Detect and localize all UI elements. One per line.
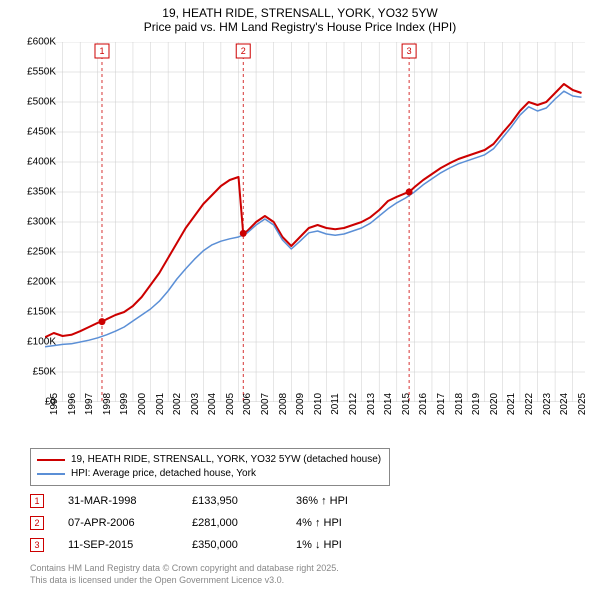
legend-swatch [37, 459, 65, 461]
x-tick-label: 2021 [506, 393, 517, 415]
x-tick-label: 2020 [489, 393, 500, 415]
title-area: 19, HEATH RIDE, STRENSALL, YORK, YO32 5Y… [0, 0, 600, 34]
y-tick-label: £100K [16, 337, 56, 348]
x-tick-label: 2002 [172, 393, 183, 415]
svg-text:1: 1 [99, 46, 104, 56]
legend: 19, HEATH RIDE, STRENSALL, YORK, YO32 5Y… [30, 448, 390, 486]
x-tick-label: 2004 [207, 393, 218, 415]
svg-text:2: 2 [241, 46, 246, 56]
event-price: £133,950 [192, 495, 272, 507]
x-tick-label: 2010 [313, 393, 324, 415]
x-tick-label: 1996 [67, 393, 78, 415]
chart-subtitle: Price paid vs. HM Land Registry's House … [0, 20, 600, 34]
legend-item: HPI: Average price, detached house, York [37, 467, 383, 481]
legend-item: 19, HEATH RIDE, STRENSALL, YORK, YO32 5Y… [37, 453, 383, 467]
y-tick-label: £450K [16, 127, 56, 138]
svg-text:3: 3 [407, 46, 412, 56]
x-tick-label: 2009 [295, 393, 306, 415]
event-delta: 1% ↓ HPI [296, 539, 386, 551]
y-tick-label: £150K [16, 307, 56, 318]
x-tick-label: 2014 [383, 393, 394, 415]
x-tick-label: 2005 [225, 393, 236, 415]
event-marker: 3 [30, 538, 44, 552]
x-tick-label: 1999 [119, 393, 130, 415]
event-row: 3 11-SEP-2015 £350,000 1% ↓ HPI [30, 534, 386, 556]
legend-label: 19, HEATH RIDE, STRENSALL, YORK, YO32 5Y… [71, 453, 381, 467]
x-tick-label: 2015 [401, 393, 412, 415]
y-tick-label: £350K [16, 187, 56, 198]
x-tick-label: 2003 [190, 393, 201, 415]
event-marker: 2 [30, 516, 44, 530]
x-tick-label: 1998 [102, 393, 113, 415]
x-tick-label: 1997 [84, 393, 95, 415]
y-tick-label: £300K [16, 217, 56, 228]
x-tick-label: 2022 [524, 393, 535, 415]
x-tick-label: 2019 [471, 393, 482, 415]
event-delta: 4% ↑ HPI [296, 517, 386, 529]
y-tick-label: £50K [16, 367, 56, 378]
y-tick-label: £250K [16, 247, 56, 258]
y-tick-label: £600K [16, 37, 56, 48]
x-tick-label: 2001 [155, 393, 166, 415]
x-tick-label: 2025 [577, 393, 588, 415]
event-row: 1 31-MAR-1998 £133,950 36% ↑ HPI [30, 490, 386, 512]
footer-attribution: Contains HM Land Registry data © Crown c… [30, 562, 339, 586]
x-tick-label: 2007 [260, 393, 271, 415]
x-tick-label: 1995 [49, 393, 60, 415]
x-tick-label: 2012 [348, 393, 359, 415]
legend-swatch [37, 473, 65, 475]
x-tick-label: 2017 [436, 393, 447, 415]
events-table: 1 31-MAR-1998 £133,950 36% ↑ HPI 2 07-APR-200… [30, 490, 386, 556]
x-tick-label: 2024 [559, 393, 570, 415]
footer-line1: Contains HM Land Registry data © Crown c… [30, 562, 339, 574]
y-tick-label: £200K [16, 277, 56, 288]
event-marker: 1 [30, 494, 44, 508]
footer-line2: This data is licensed under the Open Gov… [30, 574, 339, 586]
x-tick-label: 2013 [366, 393, 377, 415]
event-date: 07-APR-2006 [68, 517, 168, 529]
chart-title: 19, HEATH RIDE, STRENSALL, YORK, YO32 5Y… [0, 6, 600, 20]
event-row: 2 07-APR-2006 £281,000 4% ↑ HPI [30, 512, 386, 534]
x-tick-label: 2006 [242, 393, 253, 415]
chart-container: 19, HEATH RIDE, STRENSALL, YORK, YO32 5Y… [0, 0, 600, 590]
event-price: £281,000 [192, 517, 272, 529]
y-tick-label: £550K [16, 67, 56, 78]
y-tick-label: £500K [16, 97, 56, 108]
x-tick-label: 2000 [137, 393, 148, 415]
legend-label: HPI: Average price, detached house, York [71, 467, 256, 481]
x-tick-label: 2023 [542, 393, 553, 415]
line-chart: 1 2 3 [45, 42, 585, 402]
x-tick-label: 2018 [454, 393, 465, 415]
x-tick-label: 2016 [418, 393, 429, 415]
event-date: 11-SEP-2015 [68, 539, 168, 551]
y-tick-label: £400K [16, 157, 56, 168]
event-date: 31-MAR-1998 [68, 495, 168, 507]
x-tick-label: 2008 [278, 393, 289, 415]
x-tick-label: 2011 [330, 393, 341, 415]
event-price: £350,000 [192, 539, 272, 551]
event-delta: 36% ↑ HPI [296, 495, 386, 507]
